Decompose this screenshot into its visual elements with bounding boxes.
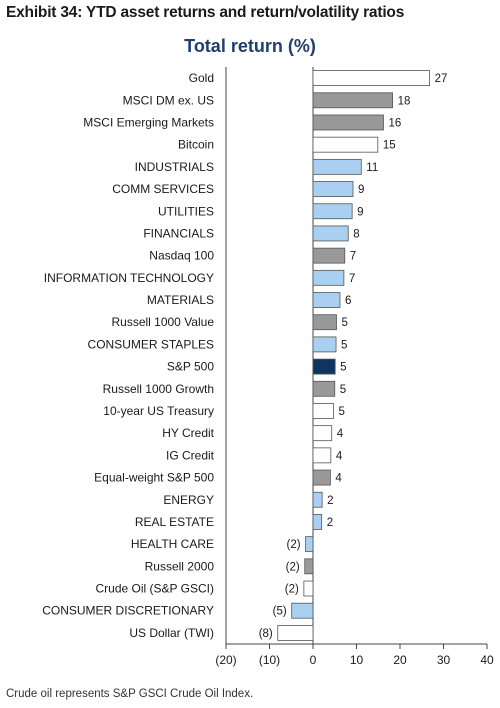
bar [312,425,333,442]
value-label: 2 [327,495,333,507]
bar [291,602,314,619]
value-label: 4 [337,428,344,440]
bar [312,225,349,242]
category-label: REAL ESTATE [135,515,214,529]
bar [312,136,379,153]
chart-title: Total return (%) [184,36,316,56]
category-label: US Dollar (TWI) [129,626,214,640]
value-label: (2) [286,561,300,573]
value-label: 11 [366,162,378,174]
value-label: 5 [340,362,346,374]
value-label: 4 [336,450,343,462]
category-label: Russell 1000 Value [111,315,214,329]
value-label: 5 [341,317,347,329]
x-tick-label: 0 [310,653,317,667]
category-label: Equal-weight S&P 500 [94,471,214,485]
value-label: 16 [388,117,401,129]
category-label: Russell 2000 [145,559,215,573]
category-label: COMM SERVICES [112,182,214,196]
bar [312,247,346,264]
category-label: ENERGY [163,493,214,507]
value-label: 6 [345,295,351,307]
category-label: S&P 500 [167,360,214,374]
value-label: 27 [435,73,448,85]
bar [312,181,354,197]
category-label: Bitcoin [178,138,214,152]
value-label: 5 [341,339,347,351]
bar [304,558,314,575]
bar [312,158,362,175]
bar [312,491,323,508]
value-label: 18 [398,95,411,107]
bar [312,403,334,419]
bar [312,380,336,397]
bar [312,447,332,464]
category-label: MSCI Emerging Markets [83,115,214,129]
value-label: (5) [273,606,287,618]
bar [312,336,337,353]
bar [312,269,345,286]
category-label: HY Credit [162,426,214,440]
category-label: UTILITIES [158,204,214,218]
value-label: (2) [285,584,299,596]
category-label: MSCI DM ex. US [123,93,214,107]
value-label: 5 [340,384,346,396]
x-tick-label: 40 [480,653,494,667]
bar [312,514,323,530]
value-label: 7 [349,273,355,285]
bar [312,203,353,220]
value-label: 9 [357,206,363,218]
bar [312,469,331,486]
category-label: CONSUMER STAPLES [88,337,214,351]
category-label: INFORMATION TECHNOLOGY [44,271,214,285]
x-tick-label: (10) [259,653,280,667]
value-label: (2) [287,539,301,551]
value-label: 5 [338,406,344,418]
value-label: (8) [259,628,273,640]
x-tick-label: 10 [350,653,364,667]
value-label: 2 [327,517,333,529]
x-tick-label: (20) [215,653,236,667]
bar [312,292,341,308]
category-label: INDUSTRIALS [135,160,214,174]
category-label: HEALTH CARE [131,537,214,551]
category-label: MATERIALS [147,293,214,307]
value-label: 4 [335,473,342,485]
x-tick-label: 30 [437,653,451,667]
category-label: 10-year US Treasury [103,404,214,418]
category-label: IG Credit [166,448,215,462]
category-label: CONSUMER DISCRETIONARY [42,604,214,618]
category-label: Nasdaq 100 [149,249,214,263]
category-label: Russell 1000 Growth [103,382,214,396]
footnote: Crude oil represents S&P GSCI Crude Oil … [6,688,254,700]
bar [312,70,430,86]
bar [277,625,314,641]
bar [312,314,337,331]
category-label: Crude Oil (S&P GSCI) [96,582,214,596]
category-label: FINANCIALS [143,226,214,240]
bar [303,580,314,597]
value-label: 8 [353,228,359,240]
bar [312,358,336,375]
bar [312,114,384,131]
bar [305,536,314,553]
exhibit-title: Exhibit 34: YTD asset returns and return… [6,4,405,21]
x-tick-label: 20 [393,653,407,667]
category-label: Gold [189,71,214,85]
value-label: 9 [358,184,364,196]
value-label: 15 [383,140,396,152]
value-label: 7 [350,251,356,263]
bar [312,92,394,109]
